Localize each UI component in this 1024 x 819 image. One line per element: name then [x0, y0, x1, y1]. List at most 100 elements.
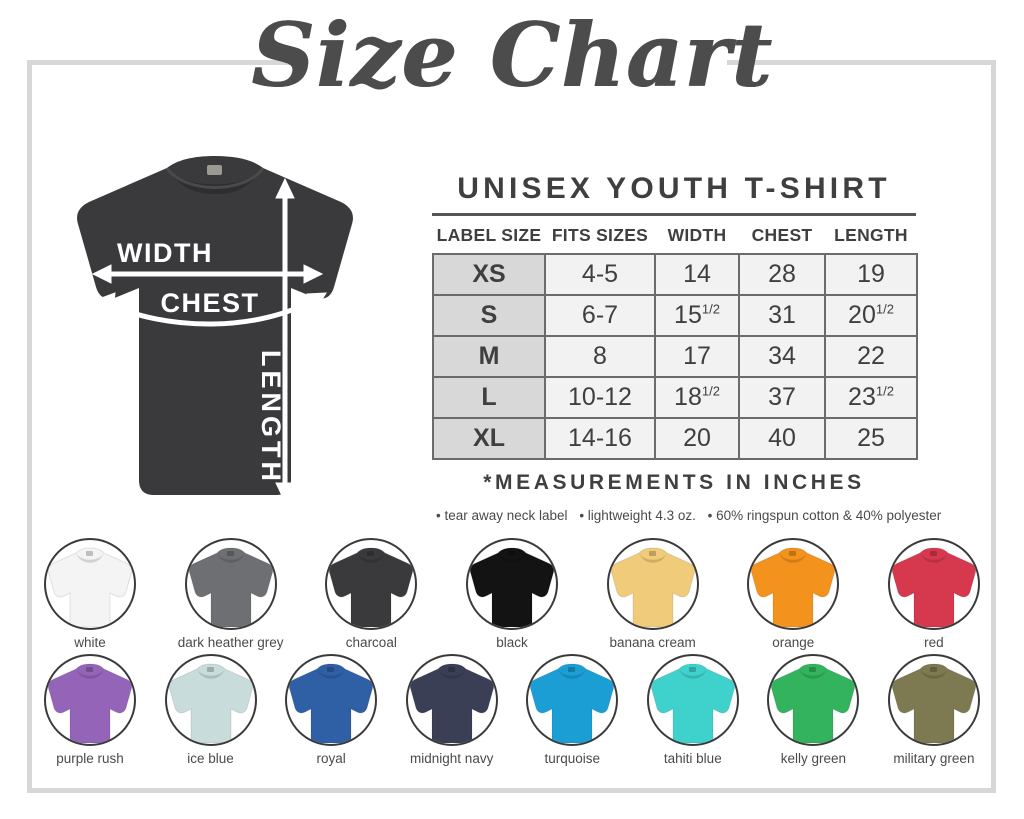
cell-length: 231/2	[824, 376, 918, 419]
swatch-circle	[285, 654, 378, 746]
cell-label-size: S	[432, 294, 546, 337]
cell-fits-sizes: 14-16	[544, 417, 656, 460]
svg-text:LENGTH: LENGTH	[256, 350, 286, 485]
tshirt-icon	[529, 663, 615, 743]
bullet-tear-away-neck-label: • tear away neck label	[436, 508, 568, 523]
cell-width: 151/2	[654, 294, 740, 337]
color-swatch-grid: white dark heather grey charcoal black banan…	[34, 538, 990, 770]
color-swatch: turquoise	[516, 654, 628, 766]
color-swatch: royal	[275, 654, 387, 766]
swatch-label: dark heather grey	[177, 635, 284, 650]
tshirt-icon	[288, 663, 374, 743]
cell-label-size: XS	[432, 253, 546, 296]
bullet-lightweight: • lightweight 4.3 oz.	[579, 508, 696, 523]
tshirt-icon	[891, 663, 977, 743]
column-header-chest: CHEST	[751, 225, 813, 245]
swatch-circle	[164, 654, 257, 746]
cell-fits-sizes: 4-5	[544, 253, 656, 296]
tshirt-icon	[650, 663, 736, 743]
cell-label-size: XL	[432, 417, 546, 460]
tshirt-icon	[329, 547, 414, 627]
cell-width: 20	[654, 417, 740, 460]
tshirt-icon	[47, 663, 133, 743]
color-swatch: white	[34, 538, 146, 650]
tshirt-icon	[409, 663, 494, 743]
column-header-label-size: LABEL SIZE	[436, 225, 542, 245]
swatch-label: military green	[893, 751, 975, 766]
tshirt-icon	[771, 663, 856, 743]
swatch-label: banana cream	[609, 635, 696, 650]
color-swatch: midnight navy	[396, 654, 508, 766]
cell-chest: 31	[738, 294, 826, 337]
size-table: LABEL SIZE FITS SIZES WIDTH CHEST LENGTH…	[432, 225, 918, 460]
frame-border-bottom	[27, 788, 996, 793]
column-header-fits-sizes: FITS SIZES	[551, 225, 649, 245]
color-swatch: dark heather grey	[175, 538, 287, 650]
spec-panel: UNISEX YOUTH T-SHIRT LABEL SIZE FITS SIZ…	[432, 172, 941, 523]
cell-fits-sizes: 10-12	[544, 376, 656, 419]
color-swatch: kelly green	[757, 654, 869, 766]
page-title: Size Chart	[251, 3, 773, 107]
table-row: L 10-12 181/2 37 231/2	[432, 376, 918, 419]
color-swatch: red	[878, 538, 990, 650]
swatch-label: tahiti blue	[663, 751, 722, 766]
frame-border-left	[27, 60, 32, 793]
cell-width: 14	[654, 253, 740, 296]
swatch-label: red	[924, 635, 944, 650]
column-header-length: LENGTH	[834, 225, 908, 245]
cell-chest: 37	[738, 376, 826, 419]
swatch-circle	[747, 538, 840, 630]
cell-fits-sizes: 8	[544, 335, 656, 378]
table-row: XS 4-5 14 28 19	[432, 253, 918, 296]
shirt-illustration: WIDTH CHEST LENGTH	[55, 150, 385, 515]
table-header-row: LABEL SIZE FITS SIZES WIDTH CHEST LENGTH	[433, 225, 917, 254]
cell-chest: 40	[738, 417, 826, 460]
color-swatch: black	[456, 538, 568, 650]
frame-border-top-right	[727, 60, 996, 65]
swatch-circle	[405, 654, 498, 746]
spec-heading: UNISEX YOUTH T-SHIRT	[457, 172, 891, 205]
svg-text:WIDTH: WIDTH	[117, 238, 213, 268]
color-swatch: purple rush	[34, 654, 146, 766]
swatch-circle	[526, 654, 619, 746]
swatch-circle	[465, 538, 558, 630]
cell-width: 181/2	[654, 376, 740, 419]
cell-width: 17	[654, 335, 740, 378]
color-swatch: charcoal	[315, 538, 427, 650]
color-swatch: banana cream	[597, 538, 709, 650]
measurement-guides	[91, 177, 327, 504]
swatch-circle	[184, 538, 277, 630]
cell-length: 19	[824, 253, 918, 296]
color-swatch: military green	[878, 654, 990, 766]
tshirt-icon	[610, 547, 695, 627]
swatch-label: kelly green	[780, 751, 847, 766]
swatch-circle	[44, 654, 136, 746]
swatch-label: purple rush	[56, 751, 124, 766]
cell-label-size: M	[432, 335, 546, 378]
color-swatch: orange	[737, 538, 849, 650]
tshirt-icon	[168, 663, 253, 743]
swatch-label: royal	[316, 751, 346, 766]
cell-chest: 34	[738, 335, 826, 378]
swatch-label: midnight navy	[410, 751, 494, 766]
bullet-fabric-blend: • 60% ringspun cotton & 40% polyester	[707, 508, 942, 523]
swatch-circle	[887, 654, 980, 746]
swatch-circle	[606, 538, 699, 630]
swatch-label: turquoise	[544, 751, 601, 766]
measurements-note: *MEASUREMENTS IN INCHES	[483, 471, 865, 494]
svg-text:CHEST: CHEST	[160, 288, 259, 318]
swatch-circle	[44, 538, 136, 630]
cell-chest: 28	[738, 253, 826, 296]
swatch-label: orange	[772, 635, 815, 650]
measurement-label-chest: CHEST	[160, 288, 259, 318]
swatch-circle	[646, 654, 739, 746]
tshirt-icon	[188, 547, 273, 627]
measurement-label-length: LENGTH	[256, 350, 286, 485]
product-feature-bullets: • tear away neck label • lightweight 4.3…	[432, 508, 941, 523]
tshirt-icon	[751, 547, 836, 627]
tshirt-icon	[469, 547, 555, 627]
swatch-label: charcoal	[345, 635, 397, 650]
frame-border-right	[991, 60, 996, 793]
color-swatch: tahiti blue	[637, 654, 749, 766]
